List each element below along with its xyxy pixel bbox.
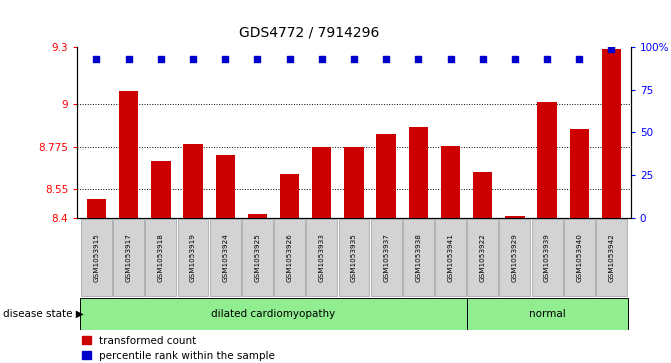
Point	[477, 56, 488, 62]
Bar	[248, 214, 267, 218]
Text: GSM1053937: GSM1053937	[383, 233, 389, 282]
Text: GSM1053941: GSM1053941	[448, 233, 454, 282]
Bar	[312, 147, 331, 218]
Bar	[537, 102, 557, 218]
FancyBboxPatch shape	[81, 219, 112, 296]
Bar	[570, 129, 589, 218]
Text: GSM1053938: GSM1053938	[415, 233, 421, 282]
Text: GSM1053935: GSM1053935	[351, 233, 357, 282]
Point	[317, 56, 327, 62]
Text: disease state ▶: disease state ▶	[3, 309, 84, 319]
Text: GSM1053919: GSM1053919	[190, 233, 196, 282]
FancyBboxPatch shape	[564, 219, 595, 296]
Text: GSM1053929: GSM1053929	[512, 233, 518, 282]
Bar	[183, 144, 203, 218]
Point	[349, 56, 360, 62]
Point	[252, 56, 263, 62]
Bar	[409, 127, 428, 218]
Bar	[344, 147, 364, 218]
Text: GSM1053917: GSM1053917	[125, 233, 132, 282]
FancyBboxPatch shape	[466, 298, 627, 330]
Text: GSM1053942: GSM1053942	[609, 233, 615, 282]
Point	[413, 56, 423, 62]
Point	[123, 56, 134, 62]
Point	[445, 56, 456, 62]
Bar	[602, 49, 621, 218]
Text: GSM1053925: GSM1053925	[254, 233, 260, 282]
Point	[606, 46, 617, 52]
Text: GSM1053924: GSM1053924	[222, 233, 228, 282]
FancyBboxPatch shape	[499, 219, 530, 296]
FancyBboxPatch shape	[435, 219, 466, 296]
Legend: transformed count, percentile rank within the sample: transformed count, percentile rank withi…	[83, 335, 275, 361]
Text: dilated cardiomyopathy: dilated cardiomyopathy	[211, 309, 336, 319]
FancyBboxPatch shape	[338, 219, 370, 296]
FancyBboxPatch shape	[146, 219, 176, 296]
Point	[574, 56, 584, 62]
FancyBboxPatch shape	[242, 219, 273, 296]
Text: GSM1053918: GSM1053918	[158, 233, 164, 282]
Text: GSM1053939: GSM1053939	[544, 233, 550, 282]
FancyBboxPatch shape	[403, 219, 433, 296]
Point	[91, 56, 102, 62]
Point	[541, 56, 552, 62]
FancyBboxPatch shape	[531, 219, 562, 296]
Text: normal: normal	[529, 309, 566, 319]
FancyBboxPatch shape	[467, 219, 498, 296]
Text: GSM1053922: GSM1053922	[480, 233, 486, 282]
FancyBboxPatch shape	[210, 219, 241, 296]
FancyBboxPatch shape	[307, 219, 338, 296]
Bar	[473, 172, 493, 218]
Text: GSM1053915: GSM1053915	[93, 233, 99, 282]
Text: GDS4772 / 7914296: GDS4772 / 7914296	[240, 26, 380, 40]
FancyBboxPatch shape	[81, 298, 466, 330]
FancyBboxPatch shape	[596, 219, 627, 296]
Point	[220, 56, 231, 62]
Point	[188, 56, 199, 62]
Bar	[280, 174, 299, 218]
Text: GSM1053940: GSM1053940	[576, 233, 582, 282]
Point	[285, 56, 295, 62]
Point	[380, 56, 391, 62]
Text: GSM1053926: GSM1053926	[287, 233, 293, 282]
FancyBboxPatch shape	[274, 219, 305, 296]
Bar	[505, 216, 525, 218]
Bar	[151, 161, 170, 218]
FancyBboxPatch shape	[370, 219, 401, 296]
Bar	[87, 199, 106, 218]
Point	[509, 56, 520, 62]
Bar	[376, 134, 396, 218]
Bar	[441, 146, 460, 218]
FancyBboxPatch shape	[178, 219, 209, 296]
FancyBboxPatch shape	[113, 219, 144, 296]
Text: GSM1053933: GSM1053933	[319, 233, 325, 282]
Bar	[215, 155, 235, 218]
Point	[156, 56, 166, 62]
Bar	[119, 91, 138, 218]
